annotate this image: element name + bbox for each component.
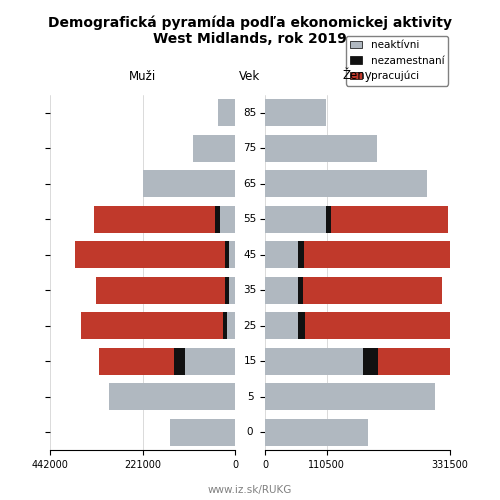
- Text: 0: 0: [247, 427, 254, 437]
- Bar: [228, 242, 235, 268]
- Bar: [170, 419, 235, 446]
- Bar: [143, 170, 235, 197]
- Bar: [265, 100, 326, 126]
- Legend: neaktívni, nezamestnaní, pracujúci: neaktívni, nezamestnaní, pracujúci: [346, 36, 449, 86]
- Bar: [224, 312, 228, 339]
- Bar: [74, 242, 226, 268]
- Text: 5: 5: [246, 392, 254, 402]
- Bar: [110, 384, 235, 410]
- Text: Demografická pyramída podľa ekonomickej aktivity
West Midlands, rok 2019: Demografická pyramída podľa ekonomickej …: [48, 15, 452, 46]
- Bar: [228, 277, 235, 303]
- Bar: [216, 206, 220, 233]
- Bar: [185, 348, 235, 374]
- Bar: [326, 206, 331, 233]
- Text: 35: 35: [244, 285, 256, 295]
- Bar: [265, 419, 368, 446]
- Bar: [228, 312, 235, 339]
- Bar: [331, 206, 448, 233]
- Bar: [303, 277, 442, 303]
- Bar: [265, 242, 298, 268]
- Text: 85: 85: [244, 108, 256, 118]
- Bar: [298, 312, 305, 339]
- Bar: [193, 135, 235, 162]
- Text: 25: 25: [244, 321, 256, 331]
- Bar: [226, 242, 228, 268]
- Bar: [265, 135, 376, 162]
- Text: 65: 65: [244, 179, 256, 188]
- Bar: [298, 242, 304, 268]
- Text: Muži: Muži: [129, 70, 156, 82]
- Text: www.iz.sk/RUKG: www.iz.sk/RUKG: [208, 485, 292, 495]
- Bar: [81, 312, 224, 339]
- Text: 75: 75: [244, 144, 256, 154]
- Bar: [99, 348, 174, 374]
- Bar: [265, 384, 435, 410]
- Bar: [304, 242, 466, 268]
- Bar: [265, 206, 326, 233]
- Bar: [362, 348, 378, 374]
- Bar: [96, 277, 226, 303]
- Text: Ženy: Ženy: [342, 68, 372, 82]
- Bar: [298, 277, 303, 303]
- Bar: [378, 348, 451, 374]
- Text: 15: 15: [244, 356, 256, 366]
- Bar: [305, 312, 456, 339]
- Text: 45: 45: [244, 250, 256, 260]
- Text: 55: 55: [244, 214, 256, 224]
- Bar: [265, 312, 298, 339]
- Bar: [265, 277, 298, 303]
- Bar: [265, 170, 427, 197]
- Bar: [218, 100, 235, 126]
- Text: Vek: Vek: [240, 70, 260, 82]
- Bar: [94, 206, 216, 233]
- Bar: [265, 348, 362, 374]
- Bar: [174, 348, 185, 374]
- Bar: [226, 277, 228, 303]
- Bar: [220, 206, 235, 233]
